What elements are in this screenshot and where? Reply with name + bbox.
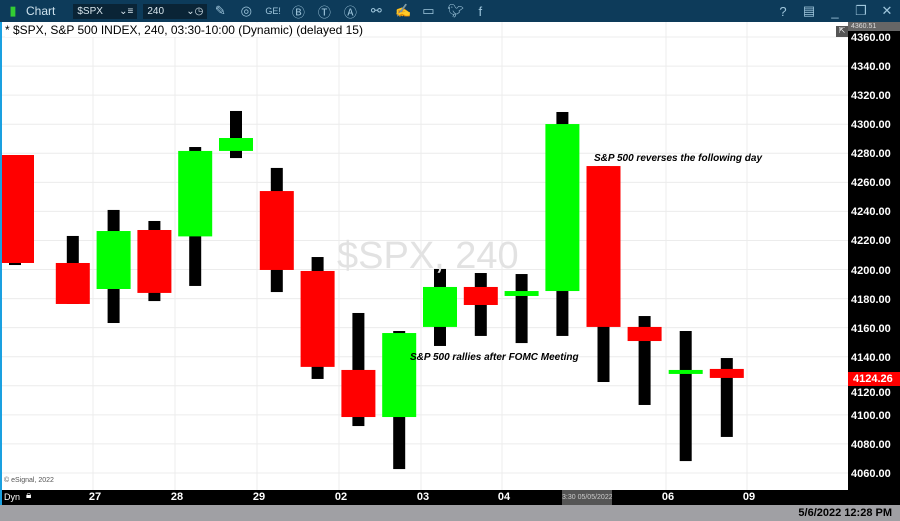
date-tick: 06 (661, 491, 675, 503)
price-tick: 4060.00 (851, 467, 891, 480)
price-tick: 4200.00 (851, 264, 891, 277)
price-tick: 4120.00 (851, 387, 891, 399)
price-tick: 4220.00 (851, 235, 891, 248)
candle-body (627, 326, 662, 342)
a-icon[interactable]: Ⓐ (343, 4, 357, 20)
notes-icon[interactable]: ✍ (395, 3, 412, 18)
b-icon[interactable]: Ⓑ (291, 4, 305, 20)
dyn-label: Dyn (4, 492, 21, 502)
symbol-value: $SPX (77, 5, 103, 17)
candle-body (300, 270, 335, 367)
cursor-date-label: 3:30 05/05/2022 (562, 490, 612, 505)
candle-body (219, 138, 253, 151)
interval-value: 240 (147, 5, 165, 17)
get-icon[interactable]: GE! (265, 6, 281, 16)
time-axis[interactable]: Dyn 🔒︎ 27 28 29 02 03 04 06 09 3:30 05/05/2022 (0, 490, 900, 505)
annotation-rallies[interactable]: S&P 500 rallies after FOMC Meeting (410, 352, 579, 363)
candle-body (545, 124, 580, 292)
candle-body (423, 286, 457, 327)
date-tick: 03 (416, 491, 430, 503)
close-icon[interactable]: ✕ (881, 3, 893, 18)
top-price-marker: 4360.51 (848, 22, 900, 31)
link-icon[interactable]: ⚯ (370, 3, 382, 18)
title-bar: ▮ Chart $SPX ⌄≡ 240 ⌄◷ ✎ ◎ GE! Ⓑ Ⓣ Ⓐ ⚯ ✍ ▭… (0, 0, 900, 22)
price-tick: 4100.00 (851, 409, 891, 422)
candle-body (178, 150, 213, 237)
candle-wick (679, 331, 692, 462)
status-bar: 5/6/2022 12:28 PM (0, 505, 900, 521)
lock-icon[interactable]: 🔒︎ (26, 490, 32, 501)
twitter-icon[interactable]: 🐦︎ (447, 3, 464, 18)
candle-body (463, 286, 498, 305)
candlestick-plot (2, 22, 848, 490)
candle-body (2, 155, 34, 263)
price-tick: 4140.00 (851, 351, 891, 364)
date-tick: 28 (170, 491, 184, 503)
symbol-input[interactable]: $SPX ⌄≡ (73, 3, 138, 19)
copyright: © eSignal, 2022 (4, 477, 54, 484)
date-tick: 29 (252, 491, 266, 503)
t-icon[interactable]: Ⓣ (317, 4, 331, 20)
candle-body (382, 333, 417, 418)
interval-select[interactable]: 240 ⌄◷ (143, 3, 208, 19)
price-tick: 4260.00 (851, 177, 891, 190)
price-tick: 4080.00 (851, 438, 891, 451)
price-axis[interactable]: 4360.51 4060.00 4080.00 4100.00 4120.00 4140… (848, 22, 900, 490)
date-tick: 27 (88, 491, 102, 503)
candle-body (341, 369, 376, 418)
date-tick: 02 (334, 491, 348, 503)
help-icon[interactable]: ? (779, 3, 787, 19)
candle-body (668, 369, 703, 374)
chevron-down-icon: ⌄◷ (186, 5, 204, 17)
comment-icon[interactable]: ▭ (422, 3, 435, 18)
date-tick: 04 (497, 491, 511, 503)
price-tick: 4320.00 (851, 90, 891, 103)
chevron-down-icon: ⌄≡ (119, 5, 134, 17)
candle-wick (230, 110, 242, 159)
price-tick: 4160.00 (851, 322, 891, 335)
window-title: Chart (26, 4, 56, 18)
chart-window-icon: ▮ (9, 3, 17, 18)
date-tick: 09 (742, 491, 756, 503)
facebook-icon[interactable]: f (478, 3, 483, 19)
candle-body (259, 191, 294, 270)
minimize-icon[interactable]: _ (831, 3, 839, 19)
price-tick: 4300.00 (851, 119, 891, 132)
price-tick: 4360.00 (851, 32, 891, 44)
pencil-icon[interactable]: ✎ (214, 3, 226, 18)
price-tick: 4280.00 (851, 148, 891, 161)
chart-header: * $SPX, S&P 500 INDEX, 240, 03:30-10:00 … (5, 23, 363, 37)
candle-body (586, 166, 621, 327)
candle-wick (515, 274, 528, 344)
candle-body (137, 229, 172, 293)
layout-icon[interactable]: ▤ (802, 3, 816, 18)
annotation-reverses[interactable]: S&P 500 reverses the following day (594, 153, 763, 164)
candle-body (709, 368, 744, 378)
chart-area[interactable]: $SPX, 240 * $SPX, S&P 500 INDEX, 240, 03… (0, 22, 848, 490)
price-tick: 4340.00 (851, 61, 891, 74)
price-tick: 4180.00 (851, 293, 891, 306)
last-price-label: 4124.26 (848, 372, 900, 386)
restore-icon[interactable]: ❐ (855, 3, 867, 18)
candle-body (55, 262, 90, 304)
expand-icon[interactable]: ⇱ (836, 26, 848, 37)
status-datetime: 5/6/2022 12:28 PM (798, 507, 892, 519)
studies-icon[interactable]: ◎ (240, 3, 253, 18)
candle-body (504, 291, 539, 296)
watermark: $SPX, 240 (337, 235, 519, 277)
candle-body (96, 231, 131, 290)
price-tick: 4240.00 (851, 206, 891, 219)
